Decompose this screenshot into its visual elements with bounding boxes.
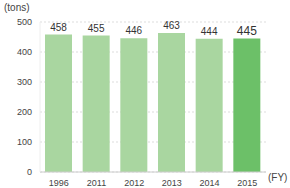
svg-text:2013: 2013 xyxy=(162,178,182,188)
svg-text:463: 463 xyxy=(163,20,180,31)
svg-text:1996: 1996 xyxy=(49,178,69,188)
svg-text:200: 200 xyxy=(17,107,32,117)
svg-text:455: 455 xyxy=(88,23,105,34)
svg-text:2015: 2015 xyxy=(237,178,257,188)
svg-text:300: 300 xyxy=(17,77,32,87)
svg-text:458: 458 xyxy=(50,22,67,33)
html-text:(FY): (FY) xyxy=(268,172,288,183)
html-text:(tons): (tons) xyxy=(4,2,30,13)
svg-text:400: 400 xyxy=(17,47,32,57)
svg-text:444: 444 xyxy=(201,26,218,37)
svg-text:2014: 2014 xyxy=(199,178,219,188)
svg-text:2012: 2012 xyxy=(124,178,144,188)
svg-text:100: 100 xyxy=(17,137,32,147)
svg-text:2011: 2011 xyxy=(87,178,106,188)
svg-text:446: 446 xyxy=(125,25,142,36)
svg-text:500: 500 xyxy=(17,17,32,27)
svg-text:0: 0 xyxy=(27,167,32,177)
svg-text:445: 445 xyxy=(237,24,257,38)
